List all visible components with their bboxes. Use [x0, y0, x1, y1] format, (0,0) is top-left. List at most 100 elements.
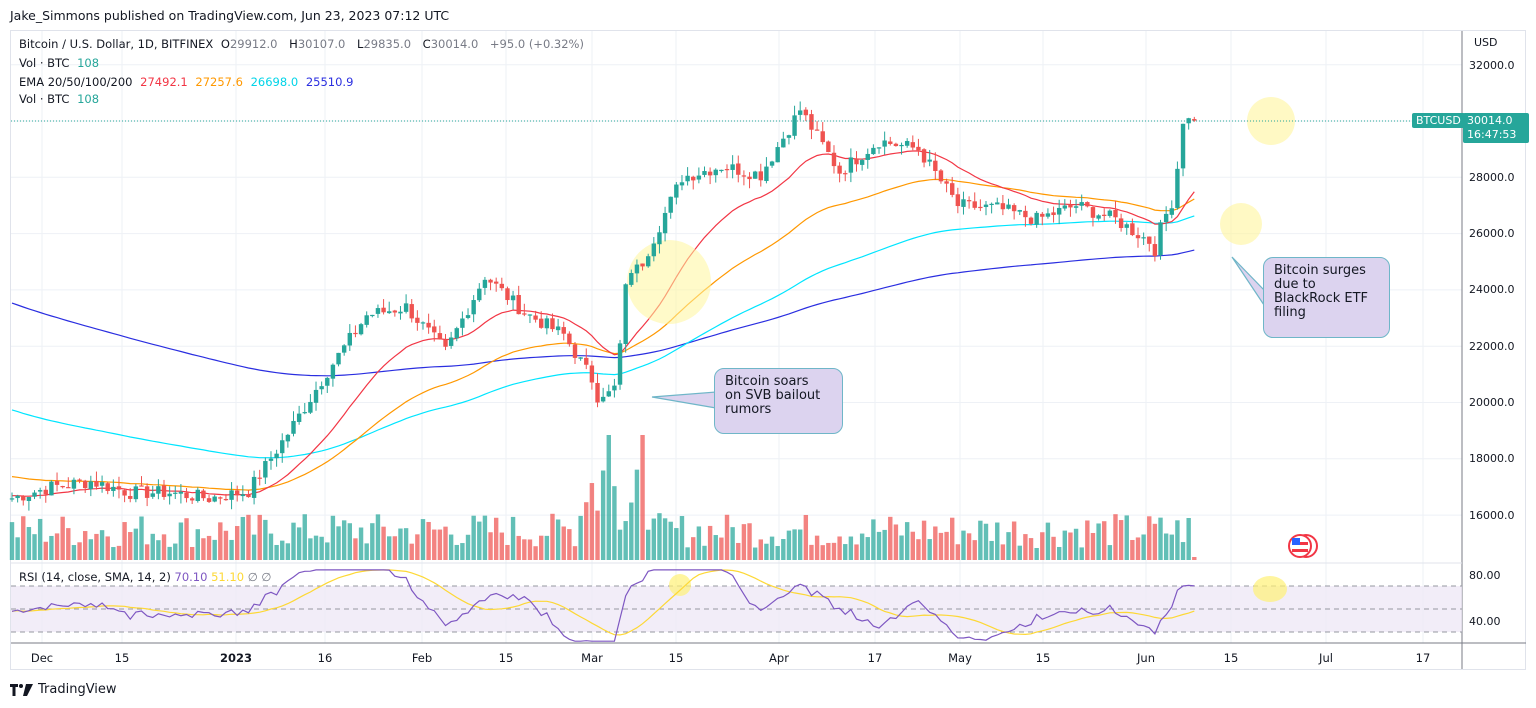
- candle-body: [950, 183, 955, 195]
- candle-body: [319, 386, 324, 390]
- volume-bar: [1163, 533, 1169, 560]
- volume-bar: [544, 535, 550, 560]
- candle-body: [1152, 244, 1158, 257]
- volume-bar: [679, 516, 685, 560]
- candle-body: [1124, 224, 1129, 228]
- candle-body: [448, 337, 454, 346]
- candle-body: [1096, 215, 1101, 219]
- volume-bar: [533, 546, 538, 560]
- volume-bar: [1158, 517, 1163, 560]
- callout-etf-line-1: Bitcoin surges: [1274, 263, 1366, 278]
- candle-body: [1107, 210, 1113, 216]
- volume-bar: [358, 527, 364, 560]
- volume-bar: [482, 515, 488, 560]
- volume-bar: [341, 520, 347, 560]
- rsi-sma-value: 51.10: [211, 570, 245, 584]
- time-tick: 15: [1223, 651, 1239, 665]
- volume-bar: [1062, 530, 1068, 560]
- volume-bar: [375, 514, 381, 560]
- volume-bar: [629, 502, 634, 560]
- currency-label: USD: [1474, 36, 1498, 49]
- volume-bar: [116, 545, 122, 560]
- volume-bar: [1006, 532, 1011, 560]
- volume-bar: [696, 526, 702, 560]
- time-tick: 17: [867, 651, 883, 665]
- volume-bar: [685, 547, 690, 560]
- us-economic-event-icon[interactable]: [1288, 534, 1318, 558]
- candle-body: [995, 202, 1000, 205]
- volume-bar: [156, 540, 161, 560]
- candle-body: [9, 498, 15, 500]
- volume-bar: [448, 534, 454, 560]
- open-number: 29912.0: [229, 37, 278, 51]
- candle-body: [707, 171, 713, 176]
- bar-countdown: 16:47:53: [1467, 128, 1517, 141]
- volume-bar: [634, 469, 640, 560]
- candle-body: [201, 490, 206, 499]
- candle-body: [826, 141, 831, 153]
- candle-body: [741, 175, 747, 177]
- candle-body: [527, 314, 533, 316]
- open-label: O: [220, 37, 230, 51]
- volume-bar: [955, 544, 961, 560]
- volume-bar: [1079, 547, 1084, 560]
- highlight-circle-june-base: [1220, 203, 1262, 245]
- candle-body: [1068, 204, 1073, 208]
- callout-svb[interactable]: Bitcoin soars on SVB bailout rumors: [714, 368, 843, 434]
- volume-bar: [392, 536, 398, 560]
- volume-bar: [769, 536, 775, 560]
- volume-bar: [792, 529, 797, 560]
- candle-body: [617, 343, 623, 385]
- volume-bar: [747, 523, 752, 560]
- volume-bar: [370, 523, 375, 560]
- volume-bar: [274, 544, 279, 560]
- volume-bar: [713, 535, 718, 560]
- volume-bar: [94, 533, 99, 560]
- candle-body: [471, 300, 476, 315]
- symbol-price-tag: BTCUSD: [1412, 113, 1465, 128]
- volume-bar: [831, 542, 837, 560]
- volume-bar: [904, 522, 910, 560]
- volume-bar: [606, 435, 611, 560]
- candle-body: [539, 318, 544, 328]
- volume-value: 108: [77, 56, 100, 70]
- volume-bar: [280, 540, 285, 560]
- candle-body: [246, 494, 251, 498]
- volume-bar: [251, 534, 257, 560]
- candle-body: [358, 324, 364, 335]
- volume-bar: [111, 547, 116, 560]
- volume-bar: [189, 546, 195, 560]
- high-value: H30107.0: [289, 37, 349, 51]
- volume-bar: [691, 537, 696, 560]
- candle-body: [578, 357, 583, 359]
- candle-body: [178, 491, 184, 494]
- candle-body: [944, 181, 949, 184]
- volume-bar: [54, 533, 60, 560]
- candle-body: [955, 194, 961, 207]
- candle-body: [415, 317, 420, 323]
- price-tick-16000: 16000.0: [1469, 509, 1515, 522]
- volume-bar: [522, 539, 527, 560]
- volume-bar: [319, 536, 324, 560]
- candle-body: [1062, 205, 1068, 209]
- callout-etf[interactable]: Bitcoin surges due to BlackRock ETF fili…: [1263, 257, 1390, 338]
- price-tick-32000: 32000.0: [1469, 59, 1515, 72]
- rsi-legend: RSI (14, close, SMA, 14, 2) 70.10 51.10 …: [19, 570, 271, 584]
- volume-bar: [325, 542, 330, 560]
- volume-bar: [257, 514, 262, 560]
- tradingview-logo[interactable]: TradingView: [10, 682, 117, 697]
- volume-bar: [966, 533, 972, 560]
- candle-body: [724, 169, 730, 171]
- candle-body: [223, 498, 229, 501]
- volume-bar: [674, 528, 679, 560]
- volume-bar: [235, 526, 240, 560]
- candle-body: [150, 493, 155, 497]
- candle-body: [139, 485, 144, 487]
- candle-body: [37, 490, 43, 492]
- volume-bar: [1000, 544, 1006, 560]
- time-tick: Feb: [411, 651, 433, 665]
- volume-bar: [798, 529, 803, 560]
- candle-body: [173, 492, 178, 494]
- volume-bar: [505, 544, 510, 560]
